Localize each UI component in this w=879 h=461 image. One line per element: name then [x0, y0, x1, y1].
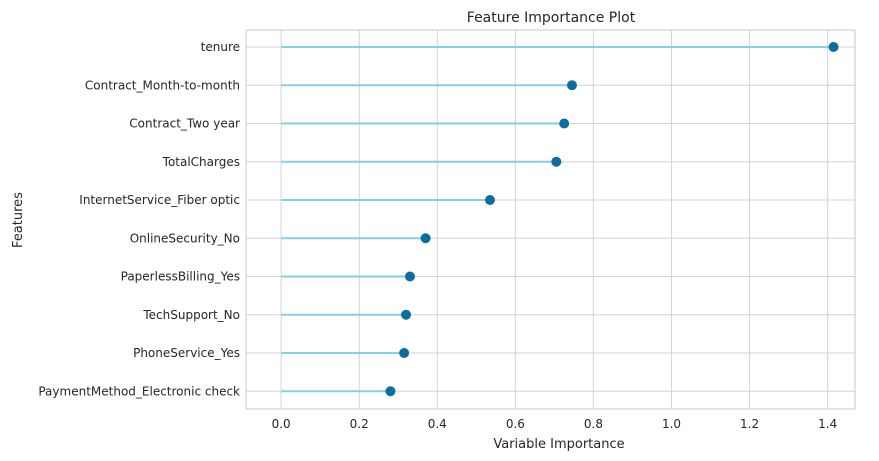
y-tick-label: Contract_Two year	[129, 117, 240, 131]
importance-marker	[828, 42, 839, 52]
chart-title: Feature Importance Plot	[467, 10, 636, 26]
importance-marker	[566, 80, 577, 91]
x-tick-label: 1.0	[662, 417, 681, 431]
markers	[385, 42, 839, 397]
y-axis-label: Features	[11, 192, 26, 248]
importance-marker	[399, 348, 410, 358]
importance-marker	[484, 195, 495, 205]
x-tick-label: 0.6	[506, 417, 525, 431]
y-tick-label: TechSupport_No	[142, 308, 240, 322]
stems	[281, 46, 834, 393]
y-tick-label: TotalCharges	[162, 155, 240, 169]
x-tick-label: 0.0	[272, 417, 291, 431]
importance-marker	[401, 309, 412, 320]
y-tick-label: tenure	[201, 40, 240, 54]
y-tick-label: PaymentMethod_Electronic check	[38, 384, 240, 398]
x-tick-label: 1.2	[740, 417, 759, 431]
plot-background	[246, 30, 855, 409]
importance-marker	[420, 233, 431, 244]
x-tick-labels: 0.0 0.2 0.4 0.6 0.8 1.0 1.2 1.4	[272, 417, 838, 431]
importance-marker	[551, 156, 562, 167]
y-tick-label: InternetService_Fiber optic	[79, 193, 240, 207]
x-tick-label: 0.8	[584, 417, 603, 431]
plot-frame	[245, 29, 856, 410]
importance-marker	[404, 271, 415, 282]
x-tick-label: 1.4	[818, 417, 837, 431]
importance-marker	[559, 118, 570, 129]
x-axis-label: Variable Importance	[493, 437, 624, 452]
y-tick-label: PaperlessBilling_Yes	[121, 270, 240, 284]
y-tick-label: OnlineSecurity_No	[130, 231, 240, 245]
x-tick-label: 0.2	[350, 417, 369, 431]
importance-marker	[385, 386, 396, 397]
y-tick-label: PhoneService_Yes	[133, 346, 240, 360]
y-tick-label: Contract_Month-to-month	[85, 78, 240, 92]
x-tick-label: 0.4	[428, 417, 447, 431]
y-tick-labels: tenure Contract_Month-to-month Contract_Tw…	[38, 40, 240, 398]
